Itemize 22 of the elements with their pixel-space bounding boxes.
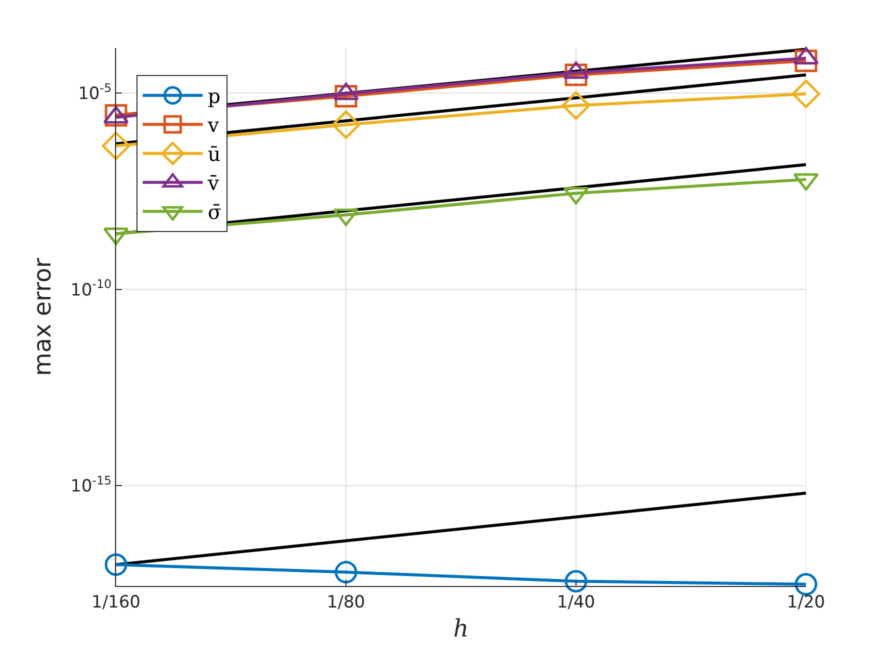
point: [102, 132, 130, 160]
legend-label: σ̄: [208, 200, 222, 224]
point: [104, 553, 128, 576]
legend-label: v: [206, 113, 220, 138]
point: [564, 570, 588, 592]
x-tick-label: 1/40: [556, 592, 596, 612]
y-tick-label: 10$^{-5}$: [78, 80, 112, 104]
point: [562, 91, 590, 120]
legend-label: p: [208, 84, 221, 108]
x-tick-label: 1/80: [326, 592, 366, 612]
legend-label: ū: [208, 142, 221, 166]
point: [332, 110, 360, 139]
point: [334, 560, 358, 584]
point: [794, 573, 818, 596]
legend-label: v̄: [206, 171, 220, 196]
y-tick-label: 10$^{-15}$: [70, 474, 112, 497]
y-tick-label: 10$^{-10}$: [70, 277, 112, 300]
x-tick-label: 1/20: [786, 592, 826, 612]
x-tick-label: 1/160: [92, 592, 140, 612]
point: [792, 80, 820, 108]
y-axis-title: max error: [28, 258, 57, 376]
x-axis-title: h: [453, 614, 469, 643]
